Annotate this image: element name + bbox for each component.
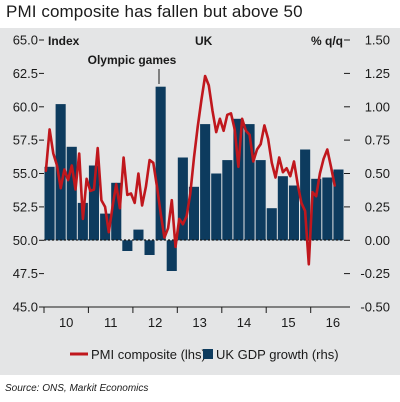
right-tick-label: 0.25 — [365, 199, 390, 214]
left-tick-label: 57.5 — [13, 133, 38, 148]
gdp-bar — [288, 185, 299, 241]
right-tick-label: 1.00 — [365, 99, 390, 114]
left-tick-label: 55.0 — [13, 166, 38, 181]
right-tick-label: -0.50 — [360, 300, 390, 315]
gdp-bar — [133, 229, 144, 241]
x-axis-ticks: 10 11 12 13 14 15 16 — [43, 307, 340, 330]
gdp-bar — [222, 160, 233, 241]
gdp-bar — [111, 182, 122, 241]
left-tick-label: 45.0 — [13, 300, 38, 315]
legend-gdp-swatch — [203, 349, 213, 359]
gdp-bar — [44, 166, 55, 241]
right-tick-label: 1.25 — [365, 66, 390, 81]
x-tick-label: 14 — [237, 315, 251, 330]
legend-gdp-label: UK GDP growth (rhs) — [216, 347, 339, 362]
right-tick-label: 0.00 — [365, 233, 390, 248]
pmi-series-line — [44, 74, 337, 266]
gdp-bar — [144, 240, 155, 255]
left-tick-label: 60.0 — [13, 99, 38, 114]
right-tick-label: 0.75 — [365, 133, 390, 148]
left-axis-header: Index — [48, 34, 80, 48]
x-tick-label: 16 — [326, 315, 340, 330]
chart-title: PMI composite has fallen but above 50 — [6, 2, 303, 21]
right-axis-ticks: 1.50 1.25 1.00 0.75 0.50 0.25 0.00 -0.25 -0.50 — [344, 33, 390, 315]
gdp-bar — [66, 146, 77, 241]
left-tick-label: 62.5 — [13, 66, 38, 81]
gdp-bar — [55, 104, 66, 241]
gdp-bar — [166, 240, 177, 271]
gdp-bar — [211, 173, 222, 241]
gdp-bar — [233, 118, 244, 241]
gdp-bar — [155, 86, 166, 241]
gdp-bar — [100, 213, 111, 241]
gdp-bar — [244, 124, 255, 241]
x-tick-label: 10 — [59, 315, 73, 330]
x-tick-label: 13 — [192, 315, 206, 330]
gdp-bar — [322, 177, 333, 241]
gdp-bar — [188, 186, 199, 241]
gdp-bar — [200, 124, 211, 241]
source-note: Source: ONS, Markit Economics — [5, 383, 149, 394]
gdp-bar — [255, 160, 266, 241]
left-tick-label: 50.0 — [13, 233, 38, 248]
gdp-bar — [177, 157, 188, 241]
right-axis-header: % q/q — [311, 34, 343, 48]
gdp-bar — [311, 178, 322, 241]
legend-pmi-label: PMI composite (lhs) — [91, 347, 206, 362]
left-tick-label: 47.5 — [13, 266, 38, 281]
gdp-bar — [266, 208, 277, 241]
gdp-bars — [44, 86, 344, 271]
x-tick-label: 15 — [281, 315, 295, 330]
gdp-bar — [333, 169, 344, 241]
gdp-bar — [77, 202, 88, 241]
center-header: UK — [195, 34, 213, 48]
chart-panel — [0, 28, 400, 375]
gdp-bar — [300, 149, 311, 241]
right-tick-label: 0.50 — [365, 166, 390, 181]
right-tick-label: 1.50 — [365, 33, 390, 48]
left-axis-ticks: 65.0 62.5 60.0 57.5 55.0 52.5 50.0 47.5 45.0 — [13, 33, 44, 315]
gdp-bar — [277, 176, 288, 241]
left-tick-label: 52.5 — [13, 199, 38, 214]
gdp-bar — [122, 240, 133, 251]
x-tick-label: 12 — [148, 315, 162, 330]
right-tick-label: -0.25 — [360, 266, 390, 281]
gdp-bar — [88, 165, 99, 241]
x-tick-label: 11 — [104, 315, 118, 330]
left-tick-label: 65.0 — [13, 33, 38, 48]
olympic-annotation: Olympic games — [88, 53, 177, 67]
